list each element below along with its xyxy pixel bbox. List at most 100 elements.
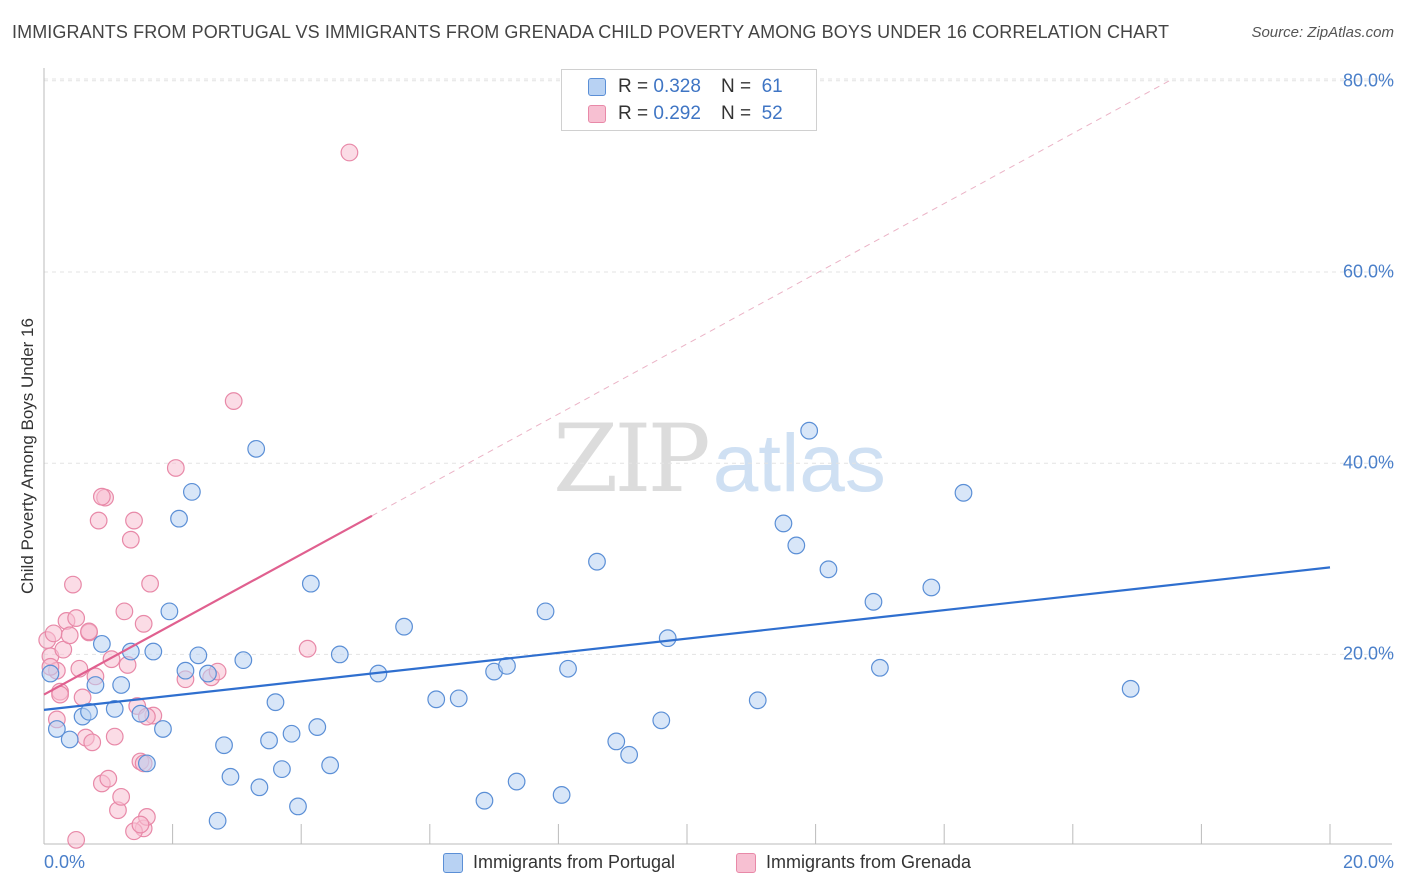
grenada-point [112,787,131,806]
portugal-point [507,772,526,791]
portugal-point [301,574,320,593]
portugal-point [652,711,671,730]
source-label: Source: ZipAtlas.com [1251,24,1394,41]
y-tick-label: 60.0% [1342,261,1394,282]
legend-r-label: R = [618,103,649,124]
grenada-point [141,574,159,593]
portugal-point [787,536,806,555]
portugal-point [247,439,266,458]
portugal-point [137,754,156,773]
portugal-point [620,745,639,764]
portugal-point [189,646,208,665]
portugal-point [273,760,291,779]
legend-grenada-r: 0.292 [653,103,701,124]
portugal-point [922,578,941,597]
portugal-point [234,651,253,670]
portugal-point [800,421,819,440]
grenada-trend-extension [371,80,1170,517]
portugal-point [819,560,838,579]
grenada-point [83,733,102,752]
portugal-legend-swatch [443,852,463,873]
bottom-legend-grenada: Immigrants from Grenada [736,852,971,873]
grenada-point [64,575,82,594]
legend-portugal-n: 61 [761,76,783,97]
portugal-point [260,731,278,750]
portugal-point [266,693,285,712]
portugal-point [607,732,626,751]
portugal-point [41,664,60,683]
portugal-point [60,730,79,749]
portugal-point [536,602,555,621]
portugal-swatch [588,78,606,96]
grenada-point [67,830,86,849]
portugal-point [182,482,201,501]
grenada-legend-swatch [736,852,756,873]
bottom-legend-portugal: Immigrants from Portugal [443,852,675,873]
x-tick-label-min: 0.0% [44,852,86,872]
grenada-point [298,639,317,658]
portugal-point [176,661,195,680]
grenada-point [92,487,111,506]
portugal-point [864,592,883,611]
portugal-point [427,690,446,709]
portugal-point [552,786,571,804]
gridlines [44,78,1392,655]
portugal-point [475,791,494,810]
portugal-point [588,552,606,571]
legend-n-label: N = [720,76,752,97]
portugal-point [105,699,124,718]
grenada-point [99,769,118,788]
grenada-points [38,143,359,849]
portugal-point [154,720,172,738]
grenada-point [60,626,79,645]
trend-lines [371,80,1170,517]
grenada-point [44,624,63,643]
stats-legend: R = 0.328 N = 61 R = 0.292 N = 52 [561,69,817,131]
portugal-point [658,629,677,648]
portugal-point [160,602,179,621]
y-axis-label: Child Poverty Among Boys Under 16 [18,318,37,594]
grenada-trend-line [43,514,373,696]
x-tick-label-max: 20.0% [1342,852,1394,872]
axes [43,68,1392,845]
grenada-point [105,727,124,746]
portugal-point [748,691,767,710]
legend-row-grenada: R = 0.292 N = 52 [588,103,783,125]
portugal-point [80,702,98,721]
grenada-point [121,530,140,549]
portugal-legend-label: Immigrants from Portugal [473,852,676,872]
portugal-point [131,704,150,723]
portugal-point [86,676,105,694]
grenada-point [134,614,153,633]
legend-r-label: R = [618,76,649,97]
y-tick-label: 40.0% [1342,452,1394,473]
chart-title: IMMIGRANTS FROM PORTUGAL VS IMMIGRANTS F… [12,22,1170,42]
portugal-point [215,736,233,755]
y-tick-label: 80.0% [1342,70,1394,91]
portugal-point [170,509,188,528]
portugal-point [774,514,793,533]
grenada-point [166,459,185,477]
legend-grenada-n: 52 [761,103,783,124]
grenada-swatch [588,105,606,123]
legend-n-label: N = [720,103,752,124]
grenada-point [115,602,134,621]
grenada-point [125,511,143,530]
portugal-point [250,778,269,797]
portugal-point [330,645,349,664]
portugal-point [449,689,468,708]
portugal-point [289,797,307,816]
portugal-point [308,718,327,736]
portugal-point [282,724,301,743]
portugal-point [144,642,163,661]
portugal-point [112,676,131,694]
grenada-point [224,392,243,410]
portugal-point [395,617,413,636]
grenada-point [131,815,150,834]
grenada-legend-label: Immigrants from Grenada [766,852,972,872]
y-tick-label: 20.0% [1342,643,1394,664]
portugal-point [47,720,66,738]
portugal-trend-line [43,566,1331,711]
grenada-point [67,609,86,627]
